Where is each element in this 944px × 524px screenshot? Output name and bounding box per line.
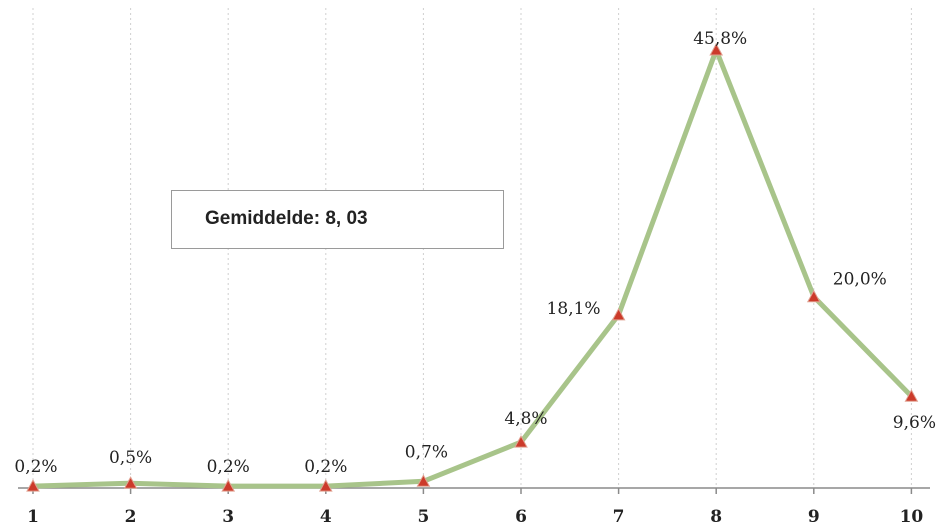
data-point-marker — [611, 307, 626, 321]
x-tick-label: 6 — [515, 507, 527, 524]
data-point-marker — [806, 289, 821, 303]
x-tick-label: 5 — [417, 507, 429, 524]
data-markers — [26, 42, 919, 492]
data-point-marker — [123, 476, 138, 489]
data-label: 9,6% — [893, 413, 936, 433]
data-point-marker — [318, 479, 333, 492]
average-annotation-text: Gemiddelde: 8, 03 — [205, 208, 368, 229]
data-label: 45,8% — [693, 29, 747, 49]
x-tick-label: 1 — [27, 507, 39, 524]
x-axis-ticks: 1 2 3 4 5 6 7 8 9 10 — [27, 488, 923, 524]
data-point-marker — [416, 474, 431, 487]
data-label: 0,2% — [207, 457, 250, 477]
x-tick-label: 2 — [125, 507, 137, 524]
series-line — [30, 47, 914, 489]
data-labels: 0,2% 0,5% 0,2% 0,2% 0,7% 4,8% 18,1% 45,8% 20,0% 9… — [14, 29, 936, 477]
average-annotation-box: Gemiddelde: 8, 03 — [171, 190, 504, 249]
data-label: 0,5% — [109, 448, 152, 468]
x-tick-label: 8 — [710, 507, 722, 524]
data-label: 0,2% — [304, 457, 347, 477]
x-tick-label: 10 — [900, 507, 924, 524]
x-tick-label: 3 — [222, 507, 234, 524]
data-point-marker — [221, 479, 236, 492]
data-point-marker — [26, 479, 40, 492]
data-point-marker — [514, 435, 528, 448]
data-label: 0,2% — [14, 457, 57, 477]
data-label: 18,1% — [547, 299, 601, 319]
x-tick-label: 4 — [320, 507, 332, 524]
data-label: 0,7% — [405, 442, 448, 462]
data-label: 4,8% — [504, 409, 547, 429]
x-tick-label: 7 — [613, 507, 625, 524]
x-tick-label: 9 — [808, 507, 820, 524]
data-point-marker — [904, 389, 919, 402]
data-label: 20,0% — [833, 270, 887, 290]
data-point-marker — [709, 42, 724, 56]
